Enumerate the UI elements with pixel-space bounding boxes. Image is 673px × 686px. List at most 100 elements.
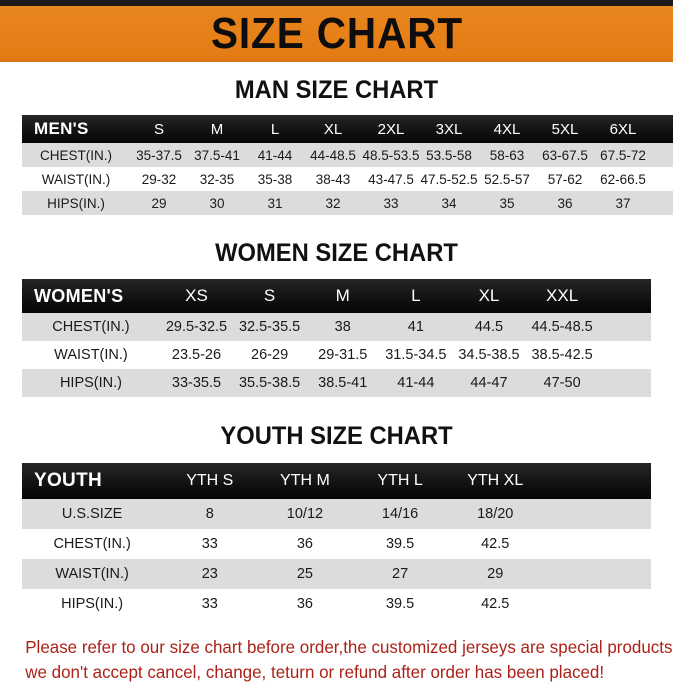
youth-size-chart-section: YOUTH SIZE CHART YOUTH YTH S YTH M YTH L…: [0, 422, 673, 619]
youth-table-body: U.S.SIZE 8 10/12 14/16 18/20 CHEST(IN.) …: [22, 499, 651, 619]
youth-size-header-xl: YTH XL: [467, 472, 524, 489]
man-hips-m: 30: [209, 195, 225, 211]
women-hips-xl: 44-47: [470, 375, 508, 391]
youth-header-spacer: [543, 463, 651, 499]
top-black-strip: [0, 0, 673, 6]
women-size-header-xs: XS: [185, 286, 208, 305]
women-header-label: WOMEN'S: [34, 285, 124, 306]
man-header-label: MEN'S: [34, 119, 89, 138]
man-size-header-3xl: 3XL: [435, 120, 463, 138]
women-waist-xl: 34.5-38.5: [458, 347, 520, 363]
man-row-label-hips: HIPS(IN.): [47, 195, 105, 211]
footer-line-2: we don't accept cancel, change, teturn o…: [25, 662, 605, 683]
women-size-header-s: S: [263, 286, 276, 305]
youth-chest-spacer: [543, 529, 651, 559]
youth-hips-s: 33: [201, 596, 218, 612]
women-chest-xxl: 44.5-48.5: [531, 319, 593, 335]
man-size-header-2xl: 2XL: [377, 120, 405, 138]
man-waist-xl: 38-43: [315, 171, 351, 187]
table-row: HIPS(IN.) 33 36 39.5 42.5: [22, 589, 651, 619]
youth-waist-m: 25: [296, 566, 313, 582]
man-waist-spacer: [652, 167, 673, 191]
man-size-header-s: S: [153, 120, 164, 138]
women-header-spacer: [599, 279, 651, 313]
youth-hips-xl: 42.5: [481, 596, 510, 612]
women-waist-l: 31.5-34.5: [385, 347, 447, 363]
man-size-header-l: L: [270, 120, 280, 138]
women-hips-s: 35.5-38.5: [238, 375, 301, 391]
women-header-row: WOMEN'S XS S M L XL XXL: [22, 279, 651, 313]
man-hips-6xl: 37: [615, 195, 631, 211]
youth-header-row: YOUTH YTH S YTH M YTH L YTH XL: [22, 463, 651, 499]
youth-header-label: YOUTH: [34, 470, 102, 491]
footer-disclaimer: Please refer to our size chart before or…: [0, 635, 673, 686]
man-chest-spacer: [652, 143, 673, 167]
man-hips-l: 31: [267, 195, 283, 211]
women-row-label-hips: HIPS(IN.): [59, 375, 122, 391]
table-row: HIPS(IN.) 33-35.5 35.5-38.5 38.5-41 41-4…: [22, 369, 651, 397]
table-row: WAIST(IN.) 23.5-26 26-29 29-31.5 31.5-34…: [22, 341, 651, 369]
man-chest-m: 37.5-41: [194, 147, 240, 163]
women-hips-l: 41-44: [397, 375, 435, 391]
women-section-title: WOMEN SIZE CHART: [215, 239, 458, 267]
man-waist-4xl: 52.5-57: [484, 171, 530, 187]
man-row-label-chest: CHEST(IN.): [40, 147, 112, 163]
man-hips-xl: 32: [325, 195, 341, 211]
women-chest-s: 32.5-35.5: [238, 319, 301, 335]
man-hips-2xl: 33: [383, 195, 399, 211]
women-chest-xl: 44.5: [474, 319, 504, 335]
man-hips-spacer: [652, 191, 673, 215]
youth-ussize-spacer: [543, 499, 651, 529]
youth-size-table: YOUTH YTH S YTH M YTH L YTH XL U.S.SIZE …: [22, 463, 651, 619]
women-size-table: WOMEN'S XS S M L XL XXL CHEST(IN.) 29.5-…: [22, 279, 651, 397]
women-waist-xxl: 38.5-42.5: [531, 347, 593, 363]
man-size-header-4xl: 4XL: [493, 120, 521, 138]
youth-waist-s: 23: [201, 566, 218, 582]
youth-table-head: YOUTH YTH S YTH M YTH L YTH XL: [22, 463, 651, 499]
youth-size-header-m: YTH M: [280, 472, 330, 489]
women-size-header-xxl: XXL: [546, 286, 579, 305]
man-waist-2xl: 43-47.5: [368, 171, 414, 187]
women-chest-l: 41: [407, 319, 424, 335]
youth-waist-spacer: [543, 559, 651, 589]
women-waist-spacer: [599, 341, 651, 369]
man-size-chart-section: MAN SIZE CHART MEN'S S M L XL 2XL 3XL 4X…: [0, 76, 673, 215]
women-waist-s: 26-29: [251, 347, 289, 363]
youth-chest-l: 39.5: [385, 536, 415, 552]
youth-size-header-l: YTH L: [377, 472, 423, 489]
women-chest-m: 38: [334, 319, 351, 335]
page-title: SIZE CHART: [210, 9, 463, 58]
women-size-header-xl: XL: [478, 286, 500, 305]
women-waist-xs: 23.5-26: [171, 347, 222, 363]
youth-hips-m: 36: [296, 596, 313, 612]
women-table-body: CHEST(IN.) 29.5-32.5 32.5-35.5 38 41 44.…: [22, 313, 651, 397]
youth-ussize-m: 10/12: [286, 506, 324, 522]
man-chest-5xl: 63-67.5: [542, 147, 588, 163]
man-waist-l: 35-38: [257, 171, 293, 187]
man-size-header-m: M: [210, 120, 224, 138]
youth-chest-s: 33: [201, 536, 218, 552]
youth-row-label-chest: CHEST(IN.): [53, 536, 131, 552]
man-chest-l: 41-44: [257, 147, 293, 163]
youth-row-label-hips: HIPS(IN.): [61, 596, 124, 612]
man-size-table: MEN'S S M L XL 2XL 3XL 4XL 5XL 6XL CHEST…: [22, 115, 673, 215]
man-chest-2xl: 48.5-53.5: [362, 147, 420, 163]
man-hips-3xl: 34: [441, 195, 457, 211]
man-size-header-6xl: 6XL: [609, 120, 637, 138]
women-row-label-chest: CHEST(IN.): [52, 319, 130, 335]
footer-line-1: Please refer to our size chart before or…: [25, 637, 673, 657]
youth-waist-xl: 29: [487, 566, 504, 582]
man-waist-6xl: 62-66.5: [600, 171, 646, 187]
man-table-head: MEN'S S M L XL 2XL 3XL 4XL 5XL 6XL: [22, 115, 673, 143]
table-row: CHEST(IN.) 35-37.5 37.5-41 41-44 44-48.5…: [22, 143, 673, 167]
youth-section-title: YOUTH SIZE CHART: [220, 422, 453, 450]
women-row-label-waist: WAIST(IN.): [54, 347, 128, 363]
women-table-head: WOMEN'S XS S M L XL XXL: [22, 279, 651, 313]
man-chest-6xl: 67.5-72: [600, 147, 646, 163]
women-hips-xxl: 47-50: [543, 375, 581, 391]
man-waist-s: 29-32: [141, 171, 177, 187]
youth-size-header-s: YTH S: [186, 472, 234, 489]
man-header-row: MEN'S S M L XL 2XL 3XL 4XL 5XL 6XL: [22, 115, 673, 143]
man-hips-s: 29: [151, 195, 167, 211]
youth-row-label-waist: WAIST(IN.): [55, 566, 129, 582]
